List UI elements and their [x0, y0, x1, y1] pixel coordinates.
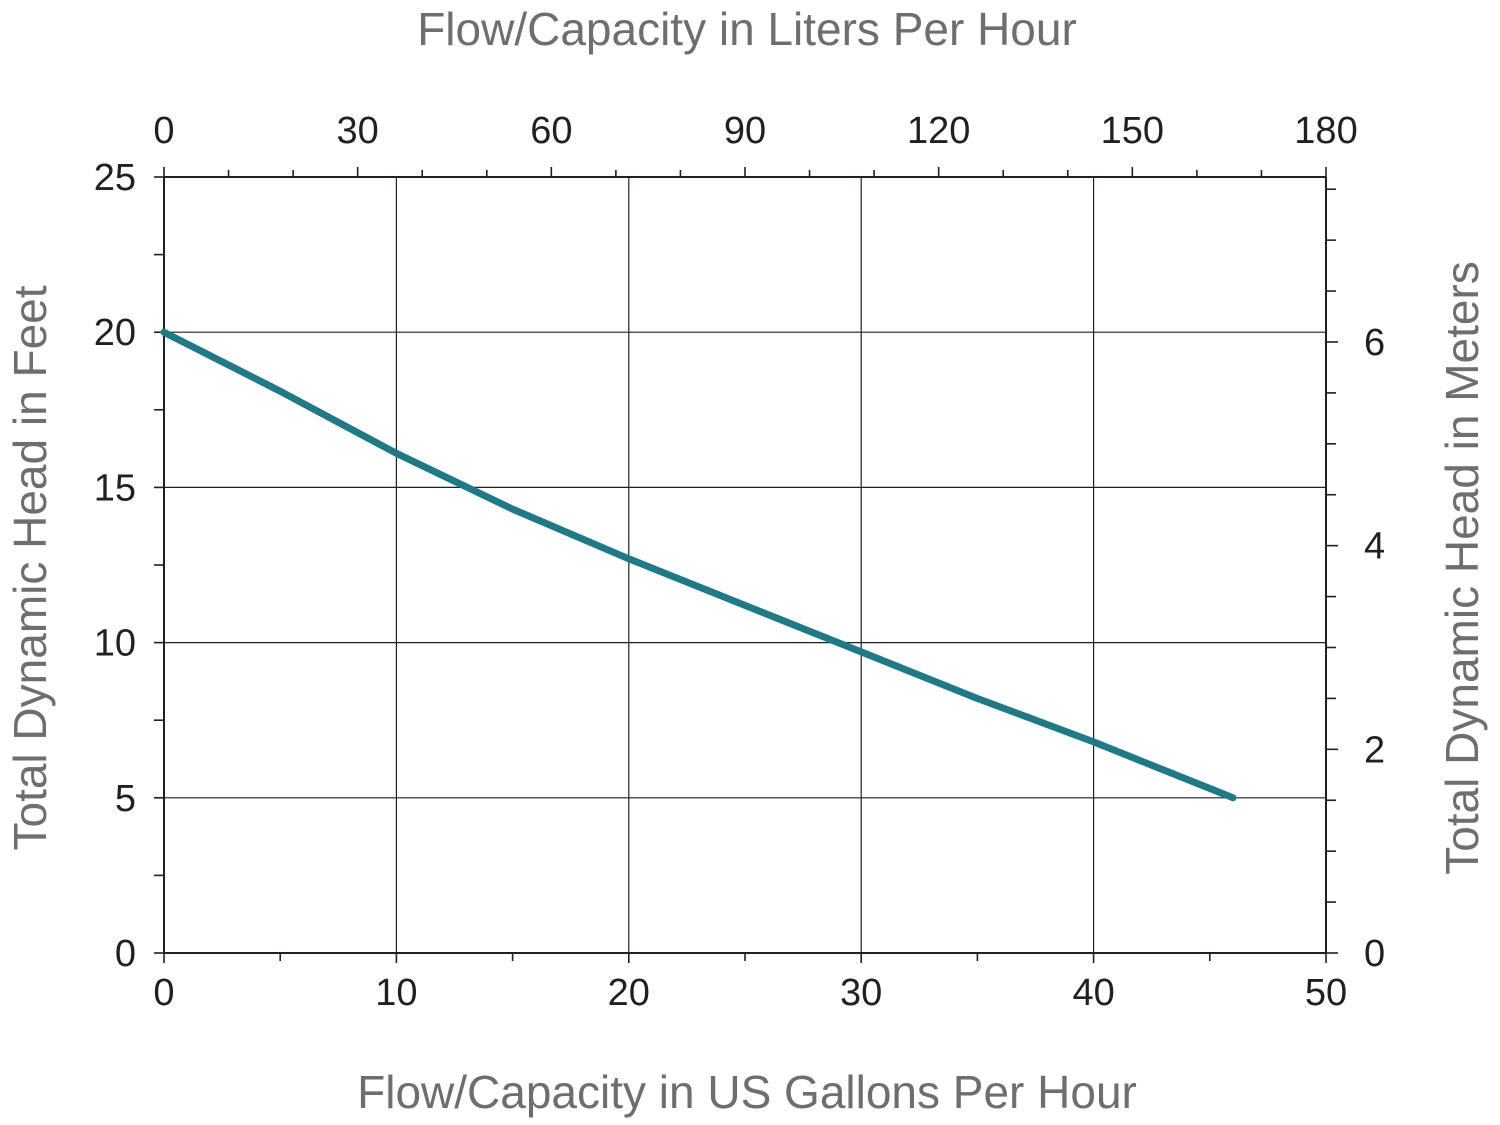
right-axis-title: Total Dynamic Head in Meters [1436, 261, 1488, 875]
y-tick-label: 0 [115, 933, 136, 975]
y-tick-label: 5 [115, 778, 136, 820]
x2-tick-label: 30 [337, 110, 379, 152]
y2-tick-label: 6 [1364, 322, 1385, 364]
series [160, 328, 1237, 802]
y-tick-label: 25 [94, 157, 136, 199]
left-axis-title: Total Dynamic Head in Feet [4, 285, 56, 850]
x2-tick-label: 120 [907, 110, 970, 152]
y2-tick-label: 0 [1364, 933, 1385, 975]
x2-tick-label: 90 [724, 110, 766, 152]
ticks [154, 167, 1338, 963]
y-tick-label: 15 [94, 467, 136, 509]
pump-curve-line [160, 328, 1237, 802]
y2-tick-label: 4 [1364, 526, 1385, 568]
tick-labels: 0 10 20 30 40 50 0 5 10 15 20 25 0 30 60 90 120 150 180 0 2 4… [94, 110, 1385, 1014]
x2-tick-label: 150 [1101, 110, 1164, 152]
axes [163, 176, 1327, 954]
x-tick-label: 40 [1072, 972, 1114, 1014]
bottom-axis-title: Flow/Capacity in US Gallons Per Hour [357, 1066, 1137, 1118]
grid [164, 177, 1326, 953]
x2-tick-label: 180 [1294, 110, 1357, 152]
x-tick-label: 0 [153, 972, 174, 1014]
y-tick-label: 10 [94, 623, 136, 665]
x2-tick-label: 0 [153, 110, 174, 152]
y-tick-label: 20 [94, 312, 136, 354]
x2-tick-label: 60 [530, 110, 572, 152]
x-tick-label: 20 [608, 972, 650, 1014]
x-tick-label: 30 [840, 972, 882, 1014]
x-tick-label: 50 [1305, 972, 1347, 1014]
x-tick-label: 10 [375, 972, 417, 1014]
y2-tick-label: 2 [1364, 729, 1385, 771]
top-axis-title: Flow/Capacity in Liters Per Hour [417, 3, 1077, 55]
